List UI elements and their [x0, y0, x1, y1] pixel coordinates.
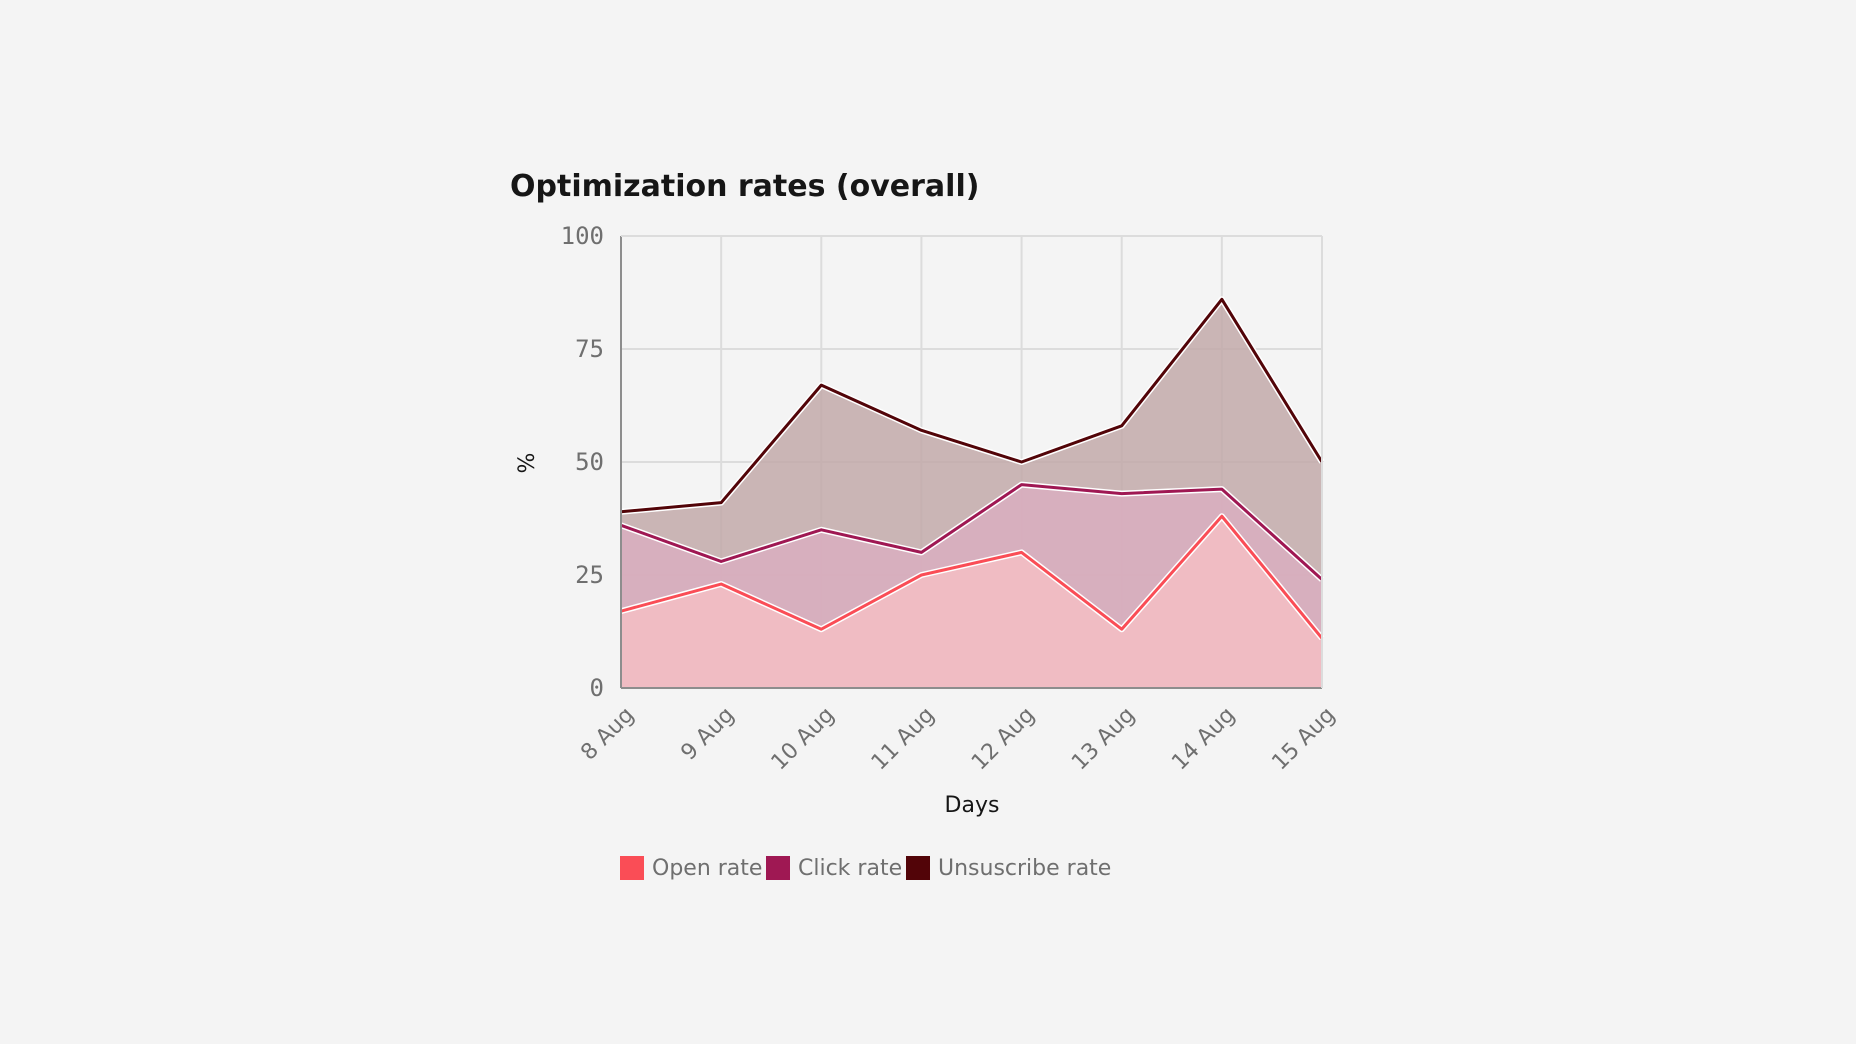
legend-swatch-click-rate — [766, 856, 790, 880]
line-click-rate — [620, 483, 1324, 581]
y-tick-label-75: 75 — [575, 335, 604, 363]
line-unsuscribe-rate — [620, 297, 1324, 514]
x-tick-label-6: 13 Aug — [1067, 703, 1140, 776]
y-axis-title: % — [515, 453, 540, 474]
legend-label-unsuscribe-rate: Unsuscribe rate — [938, 856, 1111, 881]
x-tick-label-4: 11 Aug — [867, 703, 940, 776]
legend-swatch-unsuscribe-rate — [906, 856, 930, 880]
chart-title: Optimization rates (overall) — [510, 169, 979, 204]
x-tick-label-1: 8 Aug — [576, 703, 639, 766]
x-tick-label-7: 14 Aug — [1167, 703, 1240, 776]
x-tick-label-8: 15 Aug — [1267, 703, 1340, 776]
y-axis-ticks: 0 25 50 75 100 — [561, 222, 604, 702]
x-tick-label-5: 12 Aug — [967, 703, 1040, 776]
x-tick-label-2: 9 Aug — [676, 703, 739, 766]
line-series — [619, 296, 1325, 641]
y-tick-label-0: 0 — [590, 674, 604, 702]
line-open-rate — [620, 514, 1324, 640]
legend: Open rate Click rate Unsuscribe rate — [620, 856, 1111, 881]
legend-label-open-rate: Open rate — [652, 856, 762, 881]
legend-swatch-open-rate — [620, 856, 644, 880]
y-tick-label-100: 100 — [561, 222, 604, 250]
axes — [620, 235, 1323, 689]
x-axis-ticks: 8 Aug 9 Aug 10 Aug 11 Aug 12 Aug 13 Aug 14 Aug… — [576, 703, 1340, 776]
legend-label-click-rate: Click rate — [798, 856, 902, 881]
y-tick-label-25: 25 — [575, 561, 604, 589]
x-axis-title: Days — [945, 793, 1000, 818]
x-tick-label-3: 10 Aug — [767, 703, 840, 776]
area-open-rate — [621, 516, 1322, 688]
y-tick-label-50: 50 — [575, 448, 604, 476]
